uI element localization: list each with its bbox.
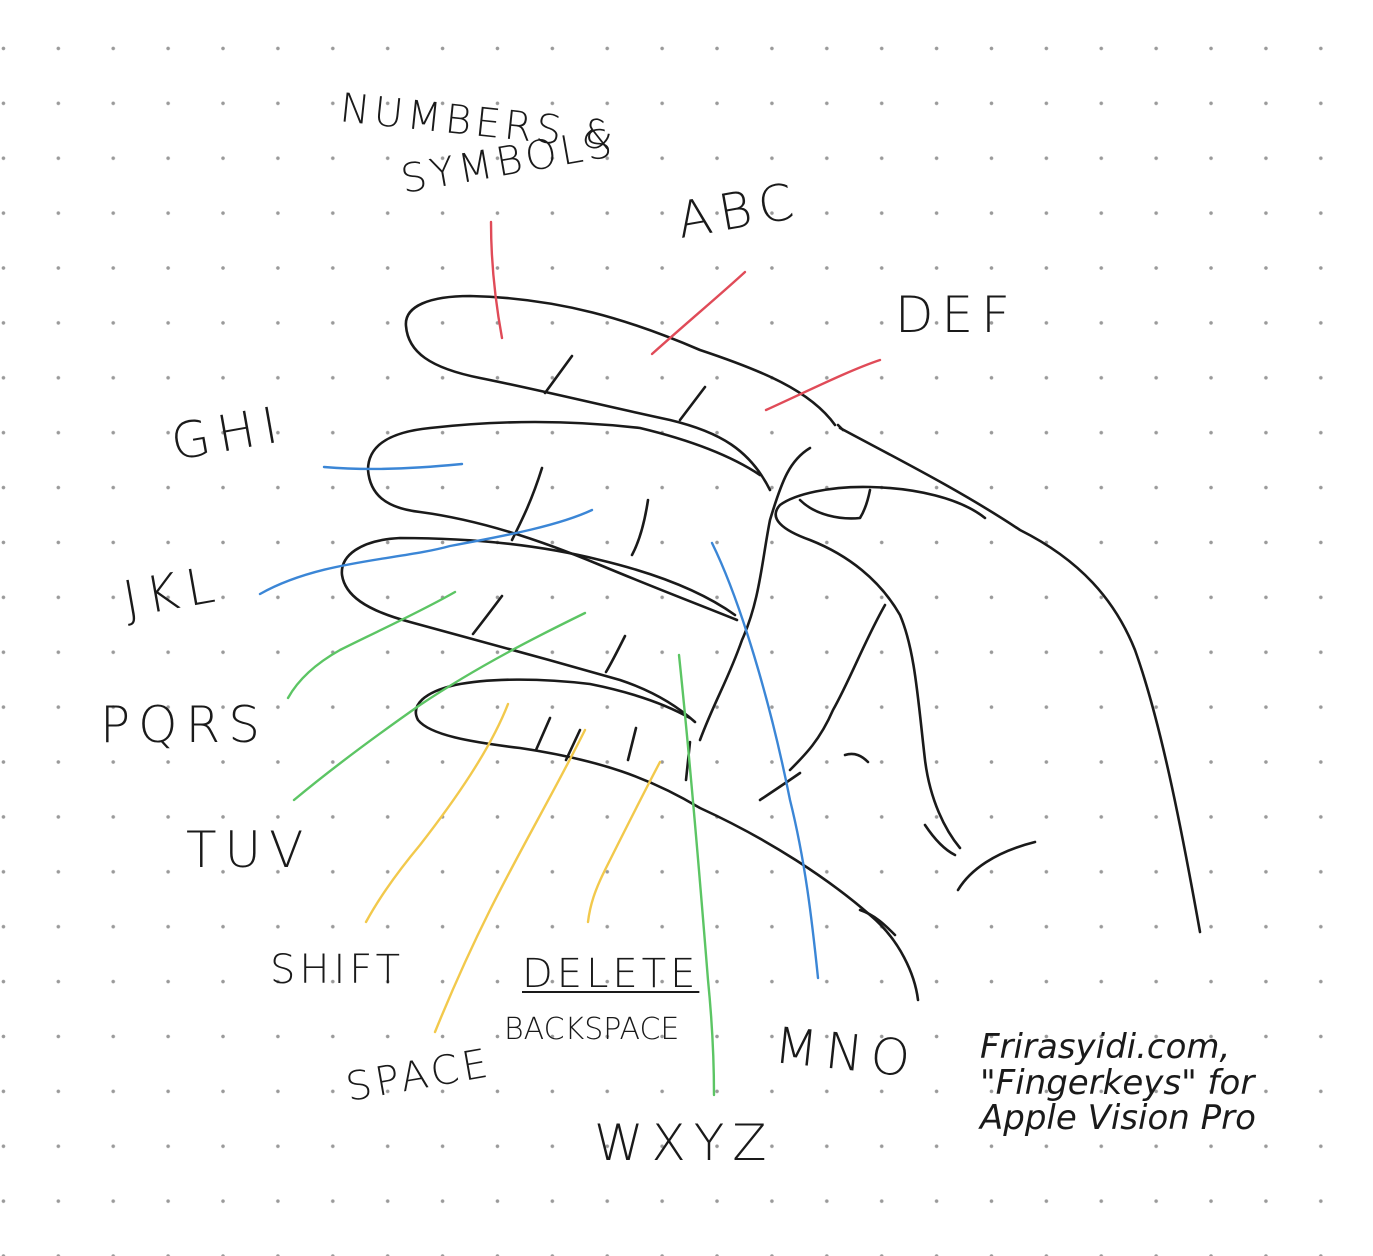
- leader-shift: [364, 702, 510, 924]
- label-backspace: BACKSPACE: [504, 1012, 680, 1047]
- leader-pqrs: [286, 590, 457, 700]
- palm-heel-outline: [858, 908, 897, 937]
- label-mno: MNO: [771, 1016, 921, 1090]
- leader-numbers-symbols: [489, 220, 504, 340]
- credit-block: Frirasyidi.com, "Fingerkeys" for Apple V…: [980, 1027, 1256, 1139]
- thumb-crease: [843, 752, 870, 764]
- ring-joint-1: [471, 594, 504, 636]
- palm-crease-left: [698, 446, 812, 742]
- pinky-finger-outline: [414, 678, 920, 1002]
- index-joint-2: [678, 385, 707, 422]
- palm-edge-mark: [836, 423, 845, 432]
- green-leaders: [286, 590, 716, 1097]
- leader-mno: [710, 541, 820, 980]
- blue-leaders: [258, 462, 820, 980]
- leader-wxyz: [677, 653, 716, 1097]
- label-pqrs: PQRS: [100, 696, 268, 754]
- pinky-joint-3: [626, 726, 638, 762]
- thumb-base-outline: [956, 840, 1037, 892]
- pinky-joint-1: [534, 716, 552, 752]
- leader-space: [433, 728, 587, 1034]
- label-shift: SHIFT: [270, 947, 405, 993]
- leader-delete: [586, 760, 662, 924]
- thumb-outline: [774, 485, 987, 850]
- red-leaders: [489, 220, 882, 412]
- pinky-joint-2: [564, 728, 582, 762]
- hand-outline: [340, 294, 1202, 1002]
- leader-tuv: [292, 611, 587, 802]
- back-of-hand-outline: [838, 426, 1202, 934]
- credit-line-1: Frirasyidi.com,: [980, 1027, 1231, 1067]
- yellow-leaders: [364, 702, 662, 1034]
- index-finger-outline: [404, 294, 837, 492]
- middle-joint-2: [630, 498, 650, 557]
- index-joint-1: [543, 354, 574, 395]
- thumb-crease-2: [923, 823, 957, 857]
- palm-crease-inner: [788, 603, 887, 772]
- label-wxyz: WXYZ: [594, 1114, 775, 1172]
- leader-ghi: [322, 462, 464, 471]
- credit-line-2: "Fingerkeys" for: [980, 1062, 1255, 1103]
- leader-abc: [650, 270, 747, 356]
- label-tuv: TUV: [186, 821, 312, 879]
- leader-def: [764, 358, 882, 412]
- thumb-tip-crease: [798, 488, 872, 520]
- palm-crease-small: [758, 771, 802, 802]
- leader-jkl: [258, 508, 594, 596]
- ring-joint-2: [604, 634, 627, 674]
- credit-line-3: Apple Vision Pro: [980, 1098, 1256, 1139]
- label-def: DEF: [895, 286, 1018, 344]
- ring-finger-outline: [340, 536, 737, 724]
- label-delete: DELETE: [522, 951, 700, 997]
